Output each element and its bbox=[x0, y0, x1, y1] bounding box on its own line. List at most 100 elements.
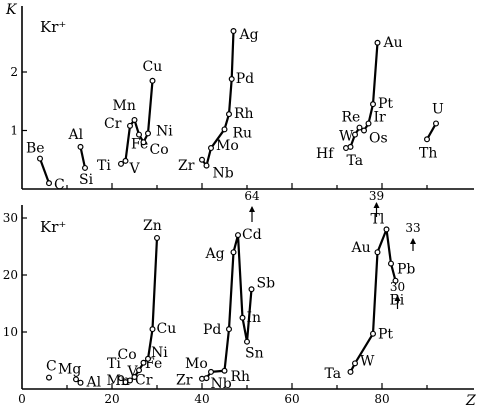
element-label-th: Th bbox=[419, 145, 437, 161]
data-point-rh bbox=[226, 111, 233, 118]
data-point-bi bbox=[392, 277, 399, 284]
data-point-ti bbox=[117, 160, 124, 167]
element-label-c: C bbox=[54, 177, 65, 193]
data-point-mg bbox=[72, 376, 79, 383]
element-label-co: Co bbox=[150, 142, 169, 158]
y-axis-label: K bbox=[5, 2, 18, 18]
offscale-arrow-icon bbox=[410, 238, 416, 244]
element-label-u: U bbox=[432, 101, 444, 117]
data-point-sb bbox=[248, 286, 255, 293]
y-tick-label: 2 bbox=[10, 65, 18, 79]
data-point-ta bbox=[347, 368, 354, 375]
offscale-arrow-icon bbox=[394, 295, 401, 301]
data-point-nb bbox=[203, 162, 210, 169]
data-point-c bbox=[45, 374, 52, 381]
y-tick-label: 30 bbox=[3, 211, 18, 225]
x-axis-label: Z bbox=[465, 393, 476, 409]
element-label-ag: Ag bbox=[239, 27, 259, 43]
data-point-ni bbox=[145, 355, 152, 362]
offscale-value-bi: 30 bbox=[390, 280, 405, 294]
data-point-pd bbox=[226, 326, 233, 333]
data-point-ti bbox=[117, 375, 124, 382]
element-label-nb: Nb bbox=[211, 376, 232, 392]
data-point-rh bbox=[221, 367, 228, 374]
element-label-ta: Ta bbox=[325, 366, 342, 382]
element-label-fe: Fe bbox=[131, 137, 148, 153]
panel-title: Kr⁺ bbox=[40, 18, 66, 36]
offscale-value-tl: 39 bbox=[369, 189, 384, 203]
element-label-sb: Sb bbox=[257, 275, 276, 291]
element-label-ir: Ir bbox=[374, 109, 387, 125]
element-label-co: Co bbox=[118, 347, 137, 363]
series-line bbox=[38, 158, 51, 184]
element-label-v: V bbox=[129, 161, 141, 177]
element-label-pt: Pt bbox=[378, 327, 393, 343]
data-point-ag bbox=[230, 249, 237, 256]
series-line bbox=[426, 122, 437, 140]
data-point-sn bbox=[244, 338, 251, 345]
data-point-re bbox=[356, 124, 363, 131]
data-point-mn bbox=[131, 374, 138, 381]
data-point-pd bbox=[228, 76, 235, 83]
element-label-pb: Pb bbox=[397, 262, 415, 278]
element-label-mn: Mn bbox=[107, 373, 130, 389]
x-tick-label: 80 bbox=[374, 392, 389, 406]
data-point-c bbox=[45, 180, 52, 187]
element-label-cu: Cu bbox=[143, 59, 163, 75]
element-label-pt: Pt bbox=[378, 96, 393, 112]
data-point-co bbox=[140, 359, 147, 366]
element-label-nb: Nb bbox=[213, 166, 234, 182]
element-label-cr: Cr bbox=[135, 372, 153, 388]
x-tick-label: 20 bbox=[104, 392, 119, 406]
element-label-al: Al bbox=[68, 127, 84, 143]
data-point-ni bbox=[145, 130, 152, 137]
element-label-mg: Mg bbox=[58, 361, 81, 377]
element-label-zr: Zr bbox=[178, 158, 195, 174]
element-label-mo: Mo bbox=[185, 356, 208, 372]
data-point-cu bbox=[149, 326, 156, 333]
data-point-ag bbox=[230, 28, 237, 35]
data-point-pb bbox=[388, 260, 395, 267]
series-line bbox=[201, 234, 253, 380]
data-point-in bbox=[239, 314, 246, 321]
element-label-au: Au bbox=[351, 240, 371, 256]
x-tick-label: 0 bbox=[18, 392, 26, 406]
element-label-zn: Zn bbox=[143, 218, 162, 234]
element-label-sn: Sn bbox=[245, 346, 264, 362]
element-label-c: C bbox=[46, 359, 57, 375]
data-point-cu bbox=[149, 77, 156, 84]
element-label-cr: Cr bbox=[104, 116, 122, 132]
element-label-rh: Rh bbox=[231, 369, 251, 385]
data-point-u bbox=[433, 120, 440, 127]
element-label-zr: Zr bbox=[176, 373, 193, 389]
data-point-au bbox=[374, 39, 381, 46]
element-label-mo: Mo bbox=[216, 138, 239, 154]
data-point-fe bbox=[136, 367, 143, 374]
data-point-w bbox=[352, 131, 359, 138]
data-point-au bbox=[374, 249, 381, 256]
element-label-cd: Cd bbox=[242, 227, 262, 243]
element-label-ti: Ti bbox=[107, 356, 121, 372]
series-line bbox=[79, 146, 87, 169]
y-tick-label: 20 bbox=[3, 268, 18, 282]
element-label-si: Si bbox=[79, 172, 94, 188]
data-point-al bbox=[77, 379, 84, 386]
data-point-ru bbox=[221, 126, 228, 133]
element-label-ru: Ru bbox=[233, 125, 253, 141]
offscale-arrow-icon bbox=[373, 202, 380, 208]
data-point-al bbox=[77, 143, 84, 150]
data-point-fe bbox=[136, 131, 143, 138]
element-label-pd: Pd bbox=[203, 322, 221, 338]
element-label-ti: Ti bbox=[97, 158, 111, 174]
data-point-tl bbox=[383, 226, 390, 233]
data-point-mn bbox=[131, 116, 138, 123]
element-label-al: Al bbox=[86, 375, 102, 391]
x-tick-label: 60 bbox=[284, 392, 299, 406]
element-label-re: Re bbox=[342, 110, 361, 126]
element-label-w: W bbox=[360, 353, 375, 369]
element-label-os: Os bbox=[369, 131, 388, 147]
data-point-v bbox=[122, 157, 129, 164]
data-point-zn bbox=[154, 234, 161, 241]
element-label-pd: Pd bbox=[236, 71, 254, 87]
